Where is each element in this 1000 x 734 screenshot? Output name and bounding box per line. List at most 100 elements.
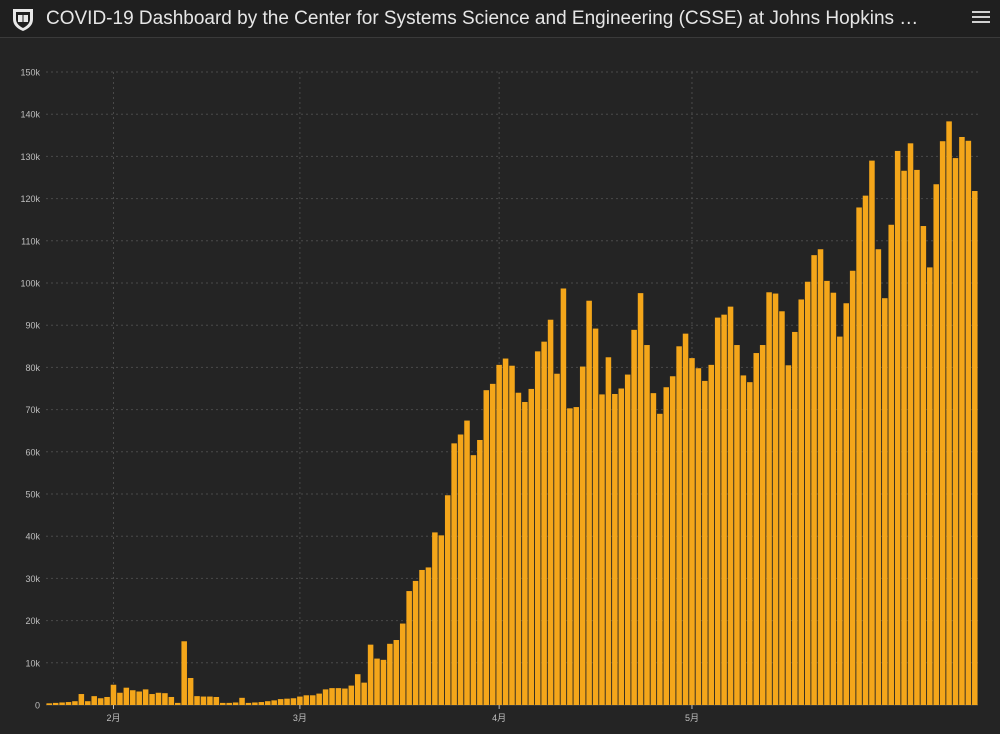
chart-bar[interactable] [162, 693, 168, 705]
chart-bar[interactable] [605, 357, 612, 705]
chart-bar[interactable] [849, 270, 856, 705]
chart-bar[interactable] [586, 300, 592, 705]
chart-bar[interactable] [59, 702, 65, 705]
chart-bar[interactable] [759, 345, 766, 705]
chart-bar[interactable] [721, 314, 727, 705]
chart-bar[interactable] [149, 694, 155, 705]
chart-bar[interactable] [284, 698, 290, 705]
chart-bar[interactable] [830, 292, 837, 705]
chart-bar[interactable] [592, 328, 599, 705]
chart-bar[interactable] [477, 439, 483, 705]
chart-bar[interactable] [907, 143, 914, 705]
chart-bar[interactable] [329, 688, 335, 705]
chart-bar[interactable] [78, 694, 85, 705]
chart-bar[interactable] [747, 382, 753, 705]
chart-bar[interactable] [52, 702, 59, 705]
chart-bar[interactable] [959, 136, 965, 705]
chart-bar[interactable] [110, 684, 117, 705]
chart-bar[interactable] [406, 591, 412, 705]
chart-bar[interactable] [933, 184, 939, 705]
chart-bar[interactable] [618, 388, 625, 706]
chart-bar[interactable] [187, 677, 194, 705]
chart-bar[interactable] [702, 380, 708, 705]
chart-bar[interactable] [965, 140, 972, 705]
chart-bar[interactable] [740, 375, 747, 705]
chart-bar[interactable] [547, 319, 554, 705]
chart-bar[interactable] [515, 392, 522, 705]
chart-bar[interactable] [920, 226, 927, 705]
chart-bar[interactable] [46, 703, 52, 705]
chart-bar[interactable] [695, 368, 702, 705]
chart-bar[interactable] [470, 455, 477, 705]
chart-bar[interactable] [432, 532, 438, 705]
chart-bar[interactable] [72, 701, 78, 705]
chart-bar[interactable] [85, 701, 91, 705]
chart-bar[interactable] [117, 692, 123, 705]
chart-bar[interactable] [136, 691, 142, 705]
chart-bar[interactable] [901, 170, 907, 706]
chart-bar[interactable] [650, 393, 657, 705]
chart-bar[interactable] [914, 169, 920, 706]
chart-bar[interactable] [560, 288, 567, 705]
chart-bar[interactable] [457, 434, 464, 705]
chart-bar[interactable] [888, 224, 894, 706]
chart-bar[interactable] [644, 345, 650, 705]
chart-bar[interactable] [804, 281, 811, 705]
chart-bar[interactable] [599, 394, 605, 705]
chart-bar[interactable] [297, 696, 303, 705]
chart-bar[interactable] [573, 407, 580, 705]
chart-bar[interactable] [252, 702, 258, 705]
chart-bar[interactable] [258, 702, 265, 705]
chart-bar[interactable] [496, 364, 502, 705]
chart-bar[interactable] [734, 345, 740, 705]
chart-bar[interactable] [464, 420, 470, 705]
chart-bar[interactable] [438, 535, 445, 705]
chart-bar[interactable] [824, 280, 830, 705]
chart-bar[interactable] [342, 688, 348, 705]
chart-bar[interactable] [316, 693, 322, 705]
chart-bar[interactable] [927, 267, 933, 705]
chart-bar[interactable] [354, 674, 361, 705]
chart-bar[interactable] [348, 685, 355, 705]
chart-bar[interactable] [335, 688, 342, 705]
chart-bar[interactable] [277, 699, 284, 705]
chart-bar[interactable] [97, 698, 104, 705]
chart-bar[interactable] [213, 696, 220, 705]
chart-bar[interactable] [142, 689, 149, 705]
chart-bar[interactable] [772, 293, 779, 705]
chart-bar[interactable] [393, 640, 400, 705]
chart-bar[interactable] [682, 333, 689, 705]
chart-bar[interactable] [612, 393, 618, 705]
chart-bar[interactable] [175, 702, 181, 705]
chart-bar[interactable] [689, 358, 695, 705]
chart-bar[interactable] [843, 303, 849, 705]
chart-bar[interactable] [309, 695, 316, 705]
chart-bar[interactable] [785, 365, 792, 705]
chart-bar[interactable] [579, 366, 586, 705]
chart-bar[interactable] [200, 696, 207, 705]
chart-bar[interactable] [290, 698, 297, 705]
chart-bar[interactable] [631, 329, 637, 705]
chart-bar[interactable] [91, 696, 97, 705]
chart-bar[interactable] [554, 373, 560, 705]
chart-bar[interactable] [226, 702, 232, 705]
chart-bar[interactable] [387, 643, 393, 705]
chart-bar[interactable] [489, 383, 496, 705]
chart-bar[interactable] [541, 341, 547, 705]
chart-bar[interactable] [528, 388, 535, 705]
chart-bar[interactable] [245, 702, 252, 705]
chart-bar[interactable] [451, 443, 457, 705]
chart-bar[interactable] [534, 351, 541, 705]
chart-bar[interactable] [181, 641, 187, 705]
chart-bar[interactable] [856, 207, 862, 705]
chart-bar[interactable] [322, 689, 329, 705]
chart-bar[interactable] [714, 317, 721, 705]
chart-bar[interactable] [811, 255, 817, 705]
chart-bar[interactable] [239, 697, 245, 705]
chart-bar[interactable] [123, 687, 130, 705]
chart-bar[interactable] [65, 702, 72, 705]
chart-bar[interactable] [817, 249, 824, 706]
chart-bar[interactable] [753, 353, 760, 705]
chart-bar[interactable] [663, 387, 670, 705]
chart-bar[interactable] [207, 696, 213, 705]
